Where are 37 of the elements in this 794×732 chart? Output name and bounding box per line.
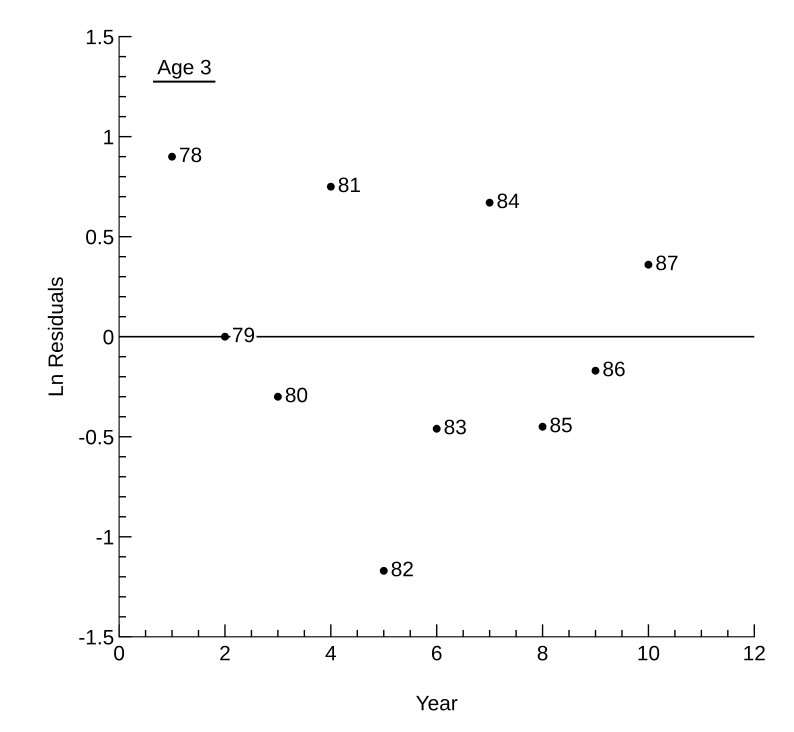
x-tick-label: 0 xyxy=(114,646,124,660)
x-axis-title: Year xyxy=(416,696,458,710)
annotation: 82 xyxy=(392,562,413,576)
annotation: 85 xyxy=(550,418,572,432)
x-tick-label: 8 xyxy=(538,646,548,660)
x-tick-label: 6 xyxy=(432,646,442,660)
x-tick-label: 2 xyxy=(220,646,230,660)
point xyxy=(432,424,441,433)
y-tick-label: -1.5 xyxy=(79,630,114,645)
annotation: 86 xyxy=(603,362,625,376)
x-tick-label: 4 xyxy=(326,646,336,660)
y-tick-label: 0.5 xyxy=(86,230,114,244)
y-tick-label: -1 xyxy=(96,530,114,544)
point xyxy=(592,366,600,375)
y-axis-title: Ln Residuals xyxy=(48,277,64,396)
point xyxy=(538,422,547,431)
point xyxy=(221,332,229,341)
point xyxy=(644,260,652,269)
annotation: 87 xyxy=(656,256,678,270)
x-tick-label: 12 xyxy=(744,646,765,660)
y-tick-label: 1 xyxy=(104,130,114,144)
y-tick-label: -0.5 xyxy=(79,430,114,445)
annotation: 81 xyxy=(338,178,360,192)
point xyxy=(326,182,335,191)
annotation: 80 xyxy=(286,388,308,402)
x-tick-label: 10 xyxy=(638,646,660,660)
annotation: Age 3 xyxy=(157,60,211,79)
y-tick-label: 1.5 xyxy=(86,30,114,44)
annotation: 84 xyxy=(497,194,520,208)
annotation: 83 xyxy=(444,420,466,434)
annotation: 78 xyxy=(180,147,202,162)
y-tick-label: 0 xyxy=(103,330,114,344)
annotation: 79 xyxy=(232,328,254,342)
point xyxy=(168,152,176,161)
point xyxy=(486,198,494,207)
point xyxy=(274,392,282,401)
point xyxy=(380,566,388,575)
